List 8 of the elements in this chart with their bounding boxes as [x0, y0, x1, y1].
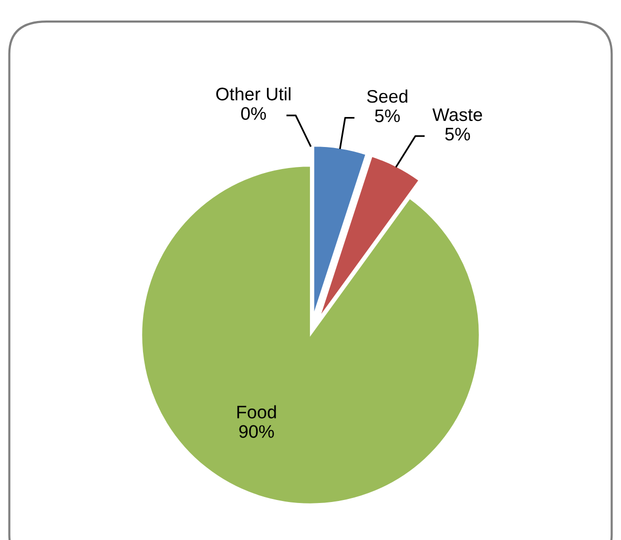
data-label: 90%	[239, 425, 274, 438]
slice-label: Waste	[432, 108, 482, 122]
data-label: 5%	[375, 110, 400, 122]
text: 0%	[241, 107, 266, 120]
category-label: Other Util	[216, 87, 290, 100]
slice-label: Food	[237, 405, 276, 418]
data-label: 5%	[445, 128, 470, 141]
slice-label: Seed	[367, 90, 408, 103]
